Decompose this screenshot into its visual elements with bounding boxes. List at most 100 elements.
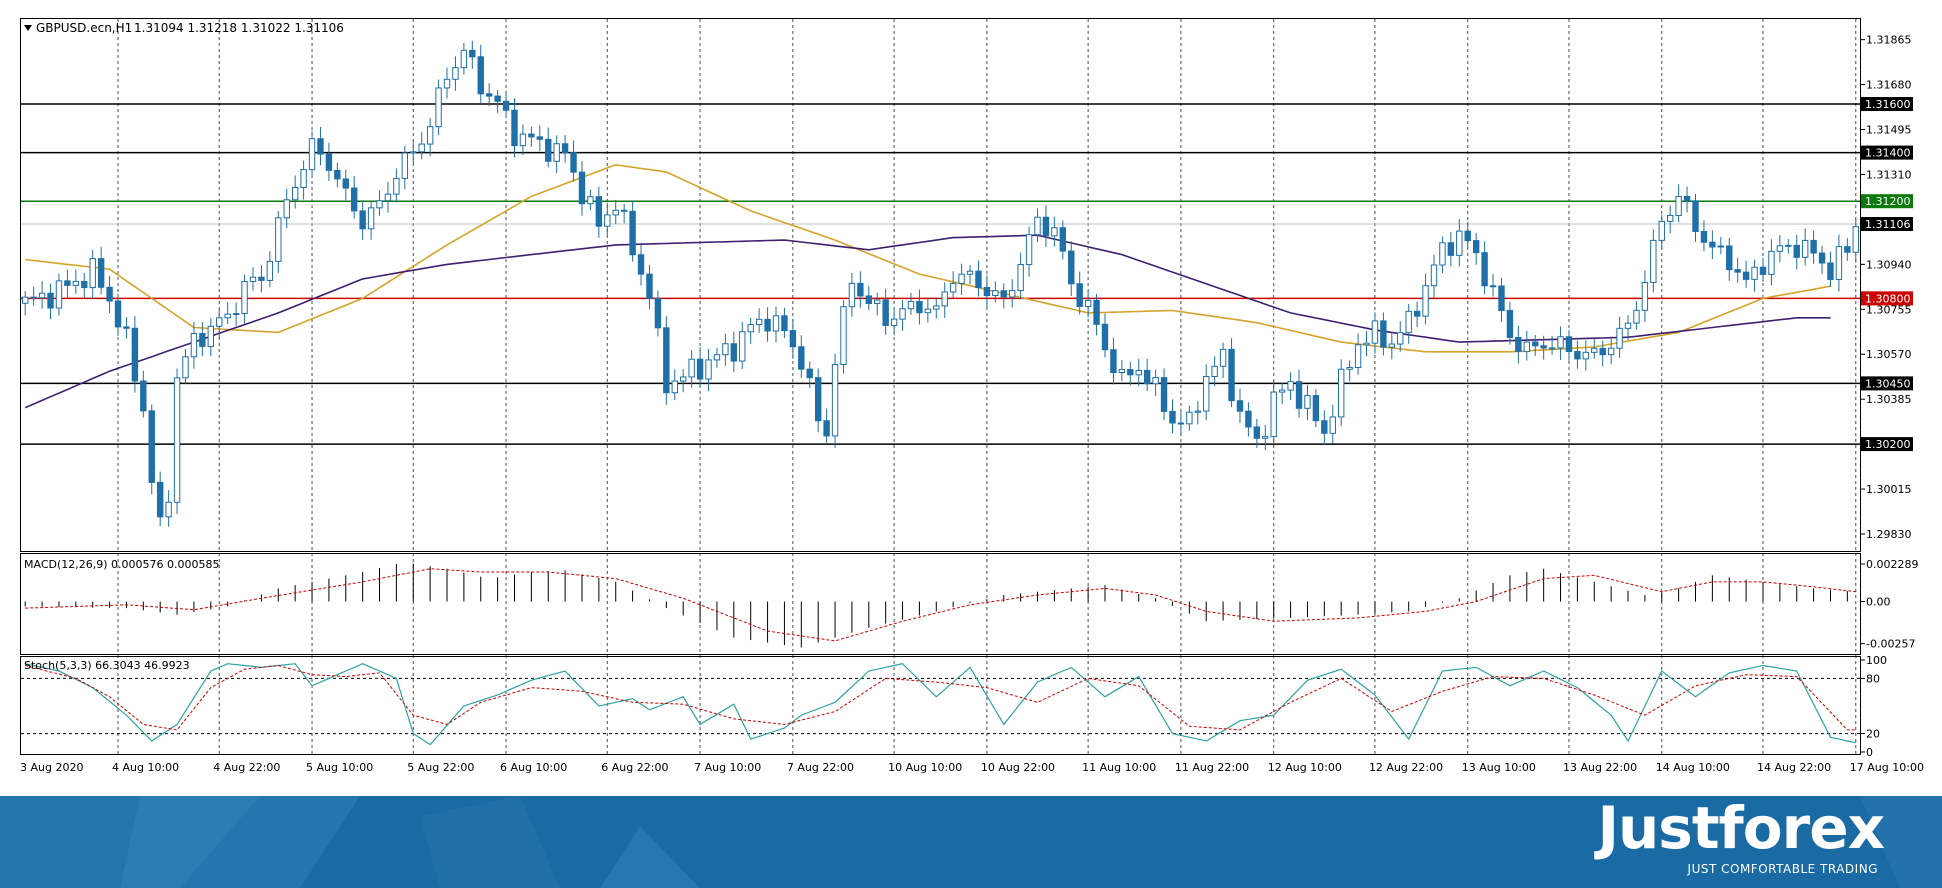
candle-body [1751,266,1758,280]
time-tick-label: 6 Aug 22:00 [601,761,668,774]
candle-body [1852,226,1859,253]
candle-body [1068,250,1075,285]
candlesticks [22,40,1859,527]
candle-body [1650,239,1657,283]
candle-body [401,152,409,179]
banner-shape [0,796,260,888]
candle-body [1312,395,1320,422]
candle-body [1801,239,1809,258]
candle-body [460,49,468,69]
candle-body [671,380,678,394]
candle-body [975,270,982,289]
stochastic-indicator: 100 80 20 0 [21,654,1887,759]
candle-body [131,327,139,382]
price-tick-label: 1.30940 [1866,258,1912,271]
candle-body [739,331,746,362]
time-tick-label: 13 Aug 22:00 [1563,761,1637,774]
candle-body [334,169,341,180]
candle-body [890,318,898,326]
candle-body [55,280,63,309]
candle-body [511,109,518,147]
candle-body [553,143,560,162]
candle-body [1295,381,1303,409]
ohlc-label: 1.31094 1.31218 1.31022 1.31106 [134,21,344,35]
stoch-tick-label: 80 [1866,672,1880,685]
candle-body [1430,264,1438,287]
candle-body [528,133,535,138]
candle-body [1658,220,1665,241]
candle-body [148,410,155,483]
candle-body [798,346,805,370]
candle-body [949,282,957,293]
candle-body [1633,309,1640,324]
candle-body [1422,285,1429,317]
candle-body [418,143,425,153]
time-tick-label: 7 Aug 22:00 [787,761,854,774]
candle-body [663,327,670,394]
candle-body [722,343,729,356]
candle-body [561,143,569,154]
candle-body [393,177,400,195]
symbol-label: GBPUSD.ecn,H1 [36,21,132,35]
candle-body [1776,245,1784,252]
candle-body [359,210,366,230]
candle-body [1118,369,1126,374]
candle-body [772,315,780,332]
candle-body [587,196,594,205]
candle-body [696,358,704,380]
candle-body [865,295,872,304]
candle-body [140,380,147,412]
candle-body [1413,310,1421,317]
candle-body [1321,420,1328,434]
candle-body [1169,410,1176,424]
logo-wordmark: Justforex [1597,796,1885,862]
candle-body [308,138,316,171]
time-tick-label: 5 Aug 22:00 [407,761,474,774]
candle-body [1709,241,1716,248]
price-tag-bg [1861,376,1913,391]
candle-body [1380,320,1387,348]
candle-body [1059,227,1067,252]
candle-body [1042,216,1050,237]
price-tag-label: 1.31600 [1865,98,1911,111]
candle-body [1152,377,1159,385]
candle-body [283,199,290,219]
candle-body [1278,389,1286,393]
candle-body [1557,336,1564,349]
candle-body [1194,410,1201,413]
candle-body [814,377,822,422]
candle-body [1084,299,1092,307]
candle-body [1810,239,1817,254]
stoch-label: Stoch(5,3,3) 66.3043 46.9923 [24,659,190,672]
macd-panel [20,553,1861,655]
candle-body [519,133,527,147]
candle-body [232,313,240,316]
candle-body [216,317,223,327]
macd-indicator: 0.002289 0.00 -0.00257 [24,558,1919,651]
candle-body [1717,245,1725,248]
candle-body [30,296,37,299]
candle-body [494,95,501,102]
candle-body [1582,351,1590,360]
candle-body [612,209,619,216]
macd-tick-label: 0.002289 [1866,558,1919,571]
symbol-dropdown-icon[interactable] [24,25,32,31]
candle-body [1127,369,1134,376]
stoch-k-line [25,663,1856,746]
time-tick-label: 12 Aug 10:00 [1268,761,1342,774]
macd-tick-label: -0.00257 [1866,638,1915,651]
candle-body [1574,351,1581,360]
candle-body [1009,290,1016,298]
candle-body [1675,196,1682,216]
candle-body [384,193,392,202]
price-tick-label: 1.30570 [1866,348,1912,361]
candle-body [755,318,763,326]
candle-body [502,100,510,111]
price-tag-bg [1861,291,1913,306]
candle-body [1346,366,1353,370]
candle-body [1017,264,1024,292]
time-tick-label: 4 Aug 22:00 [213,761,280,774]
time-tick-label: 3 Aug 2020 [20,761,83,774]
candle-body [1641,281,1649,311]
